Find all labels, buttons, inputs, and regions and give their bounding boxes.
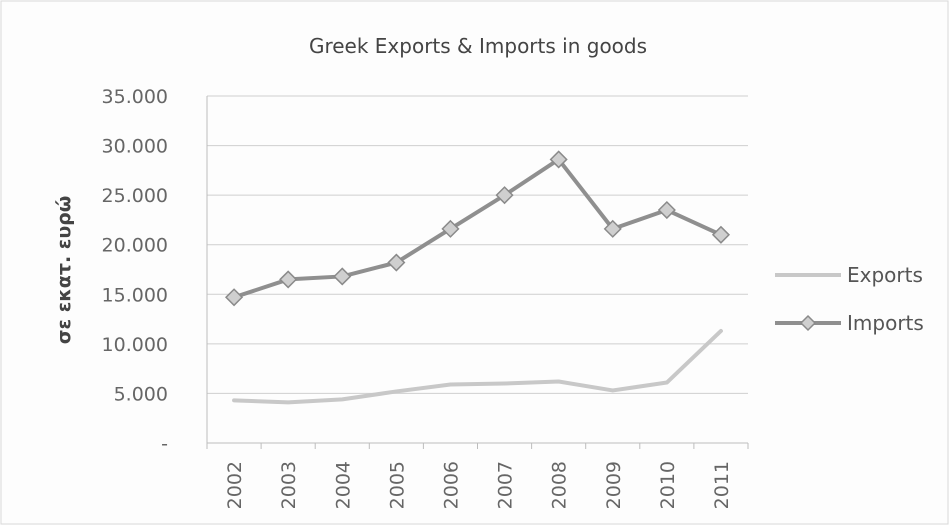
data-point-imports bbox=[224, 288, 244, 307]
x-tick-label: 2006 bbox=[440, 461, 462, 509]
legend-label-exports: Exports bbox=[847, 263, 923, 287]
data-point-imports bbox=[657, 200, 676, 220]
x-tick-label: 2007 bbox=[495, 461, 517, 509]
y-tick-label: 15.000 bbox=[102, 284, 168, 306]
x-tick-label: 2009 bbox=[603, 461, 625, 509]
y-axis-label: σε εκατ. ευρώ bbox=[53, 196, 75, 345]
data-point-imports bbox=[387, 253, 406, 272]
legend-marker-imports bbox=[799, 314, 817, 332]
legend-layer: Exports Imports bbox=[775, 263, 924, 335]
x-tick-label: 2010 bbox=[657, 461, 679, 509]
data-point-imports bbox=[441, 219, 460, 238]
grid-layer bbox=[207, 95, 748, 394]
y-tick-label: 25.000 bbox=[102, 185, 168, 207]
data-point-imports bbox=[603, 219, 622, 238]
data-point-imports bbox=[549, 150, 568, 169]
series-line-imports bbox=[232, 157, 723, 300]
series-layer bbox=[224, 150, 731, 405]
data-point-imports bbox=[711, 225, 731, 244]
y-tick-label: 20.000 bbox=[102, 235, 168, 257]
y-tick-label: 35.000 bbox=[102, 86, 168, 108]
chart-title: Greek Exports & Imports in goods bbox=[309, 34, 647, 58]
y-tick-label: - bbox=[161, 433, 168, 455]
x-tick-label: 2011 bbox=[711, 461, 733, 509]
data-point-imports bbox=[495, 186, 514, 205]
y-tick-label: 5.000 bbox=[114, 383, 168, 405]
data-point-imports bbox=[279, 270, 298, 289]
axis-layer: 35.000 30.000 25.000 20.000 15.000 10.000 5.00… bbox=[102, 86, 749, 509]
x-tick-label: 2003 bbox=[278, 461, 300, 509]
y-tick-label: 10.000 bbox=[102, 334, 168, 356]
data-point-imports bbox=[333, 267, 352, 286]
legend-label-imports: Imports bbox=[847, 311, 924, 335]
x-tick-label: 2008 bbox=[549, 461, 571, 509]
x-tick-label: 2002 bbox=[224, 461, 246, 509]
y-tick-label: 30.000 bbox=[102, 136, 168, 158]
x-tick-label: 2005 bbox=[386, 461, 408, 509]
series-line-exports bbox=[232, 328, 723, 405]
x-tick-label: 2004 bbox=[332, 461, 354, 509]
